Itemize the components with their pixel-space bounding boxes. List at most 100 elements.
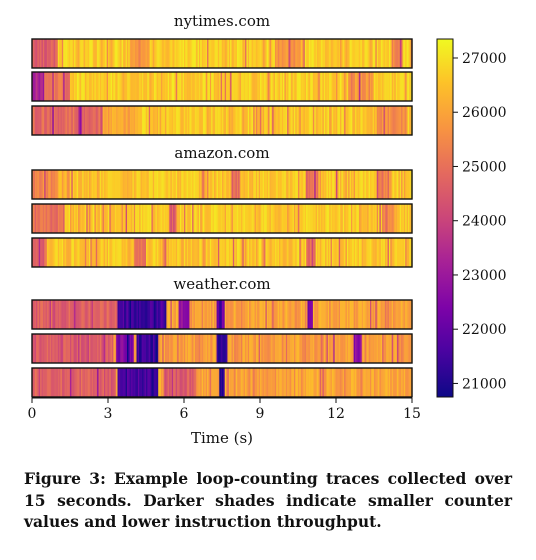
trace-cell bbox=[163, 300, 166, 329]
trace-cell bbox=[330, 204, 333, 233]
trace-cell bbox=[266, 39, 269, 68]
trace-cell bbox=[406, 72, 409, 101]
trace-cell bbox=[249, 72, 252, 101]
trace-cell bbox=[158, 106, 161, 135]
trace-cell bbox=[144, 170, 147, 199]
trace-cell bbox=[403, 39, 406, 68]
trace-cell bbox=[284, 72, 287, 101]
trace-cell bbox=[113, 238, 116, 267]
trace-cell bbox=[209, 368, 212, 397]
trace-cell bbox=[179, 39, 182, 68]
trace-cell bbox=[76, 204, 79, 233]
trace-cell bbox=[341, 39, 344, 68]
trace-cell bbox=[311, 72, 314, 101]
trace-cell bbox=[283, 39, 286, 68]
trace-cell bbox=[264, 204, 267, 233]
trace-cell bbox=[365, 39, 368, 68]
trace-cell bbox=[241, 106, 243, 135]
trace-cell bbox=[198, 170, 201, 199]
colorbar-tick-label: 21000 bbox=[462, 376, 507, 392]
trace-cell bbox=[148, 368, 151, 397]
trace-cell bbox=[226, 238, 229, 267]
trace-cell bbox=[292, 238, 295, 267]
trace-cell bbox=[293, 204, 296, 233]
trace-cell bbox=[209, 170, 212, 199]
trace-cell bbox=[201, 238, 204, 267]
trace-cell bbox=[292, 368, 295, 397]
trace-cell bbox=[264, 106, 267, 135]
trace-cell bbox=[257, 170, 260, 199]
trace-cell bbox=[387, 204, 390, 233]
colorbar-tick-label: 27000 bbox=[462, 51, 507, 67]
trace-cell bbox=[359, 106, 362, 135]
trace-cell bbox=[369, 170, 372, 199]
trace-cell bbox=[41, 368, 44, 397]
trace-cell bbox=[338, 39, 341, 68]
trace-cell bbox=[363, 238, 366, 267]
trace-cell bbox=[325, 170, 328, 199]
trace-cell bbox=[57, 39, 60, 68]
trace-cell bbox=[326, 106, 329, 135]
trace-cell bbox=[353, 72, 356, 101]
trace-cell bbox=[310, 368, 313, 397]
trace-cell bbox=[82, 300, 85, 329]
trace-cell bbox=[375, 368, 378, 397]
trace-cell bbox=[186, 238, 189, 267]
trace-cell bbox=[99, 300, 102, 329]
trace-cell bbox=[213, 72, 216, 101]
trace-border bbox=[31, 333, 413, 364]
trace-cell bbox=[260, 106, 262, 135]
trace-cell bbox=[384, 238, 387, 267]
trace-cell bbox=[87, 368, 90, 397]
trace-cell bbox=[367, 334, 370, 363]
trace-cell bbox=[409, 170, 412, 199]
trace-cell bbox=[208, 238, 211, 267]
trace-cell bbox=[365, 300, 368, 329]
trace-cell bbox=[302, 238, 305, 267]
trace-cell bbox=[280, 204, 283, 233]
trace-cell bbox=[326, 238, 329, 267]
trace-cell bbox=[375, 39, 378, 68]
trace-cell bbox=[402, 72, 405, 101]
trace-cell bbox=[264, 39, 267, 68]
trace-cell bbox=[154, 368, 157, 397]
trace-cell bbox=[255, 39, 258, 68]
trace-cell bbox=[112, 238, 115, 267]
trace-cell bbox=[40, 204, 43, 233]
trace-cell bbox=[337, 334, 340, 363]
trace-cell bbox=[342, 368, 345, 397]
trace-cell bbox=[298, 204, 300, 233]
trace-cell bbox=[34, 204, 37, 233]
trace-cell bbox=[331, 334, 334, 363]
trace-cell bbox=[372, 238, 375, 267]
trace-cell bbox=[170, 170, 173, 199]
trace-cell bbox=[140, 368, 143, 397]
trace-cell bbox=[292, 300, 295, 329]
trace-cell bbox=[353, 368, 356, 397]
trace-cell bbox=[215, 300, 218, 329]
trace-cell bbox=[60, 368, 63, 397]
trace-cell bbox=[150, 238, 153, 267]
trace-cell bbox=[59, 300, 62, 329]
trace-cell bbox=[167, 300, 170, 329]
trace-cell bbox=[390, 334, 393, 363]
trace-cell bbox=[208, 368, 211, 397]
trace-cell bbox=[333, 39, 336, 68]
trace-cell bbox=[255, 334, 258, 363]
trace-cell bbox=[213, 334, 216, 363]
trace-cell bbox=[395, 204, 398, 233]
trace-cell bbox=[194, 334, 197, 363]
trace-cell bbox=[211, 106, 214, 135]
trace-cell bbox=[308, 334, 311, 363]
trace-cell bbox=[114, 368, 117, 397]
trace-cell bbox=[170, 238, 173, 267]
trace-cell bbox=[230, 300, 233, 329]
trace-cell bbox=[94, 300, 97, 329]
trace-cell bbox=[208, 170, 211, 199]
trace-cell bbox=[299, 204, 302, 233]
trace-cell bbox=[72, 300, 75, 329]
trace-cell bbox=[368, 334, 371, 363]
trace-cell bbox=[317, 300, 319, 329]
trace-cell bbox=[331, 170, 334, 199]
trace-cell bbox=[243, 238, 246, 267]
